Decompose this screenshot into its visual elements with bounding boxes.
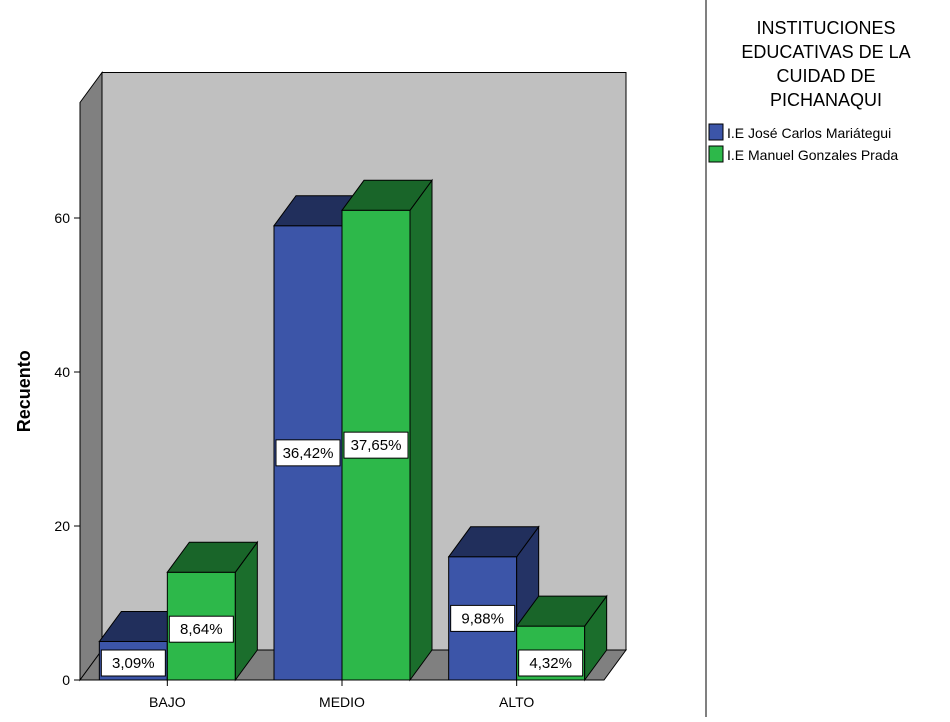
legend-swatch [708,123,724,141]
data-label: 8,64% [180,621,223,638]
y-axis-title: Recuento [14,350,34,432]
legend-title-line: INSTITUCIONES [756,18,895,38]
data-label: 9,88% [461,610,504,627]
data-label-box [100,649,166,677]
data-label-box [450,604,516,632]
data-label-box [343,431,409,459]
data-label: 4,32% [529,655,572,672]
legend-title-line: PICHANAQUI [770,90,882,110]
bar-top [515,595,608,627]
x-tick-label: BAJO [149,694,186,710]
legend-title-line: EDUCATIVAS DE LA [741,42,910,62]
bar-top [447,526,540,558]
x-tick-label: ALTO [499,694,534,710]
y-tick-label: 60 [54,210,70,226]
data-label: 37,65% [351,437,402,454]
x-tick-label: MEDIO [319,694,365,710]
legend-swatch [708,145,724,163]
legend-label: I.E Manuel Gonzales Prada [727,147,898,163]
bar-top [341,179,433,211]
legend-title-line: CUIDAD DE [776,66,875,86]
bar-side [409,178,433,682]
y-tick-label: 40 [54,364,70,380]
data-label-box [168,615,234,643]
data-label-box [275,439,341,467]
y-tick-label: 20 [54,518,70,534]
legend-label: I.E José Carlos Mariátegui [727,125,891,141]
data-label: 36,42% [283,445,334,462]
bar-top [166,541,259,573]
side-wall [79,70,103,682]
data-label-box [518,649,584,677]
y-tick-label: 0 [62,672,70,688]
data-label: 3,09% [112,655,155,672]
